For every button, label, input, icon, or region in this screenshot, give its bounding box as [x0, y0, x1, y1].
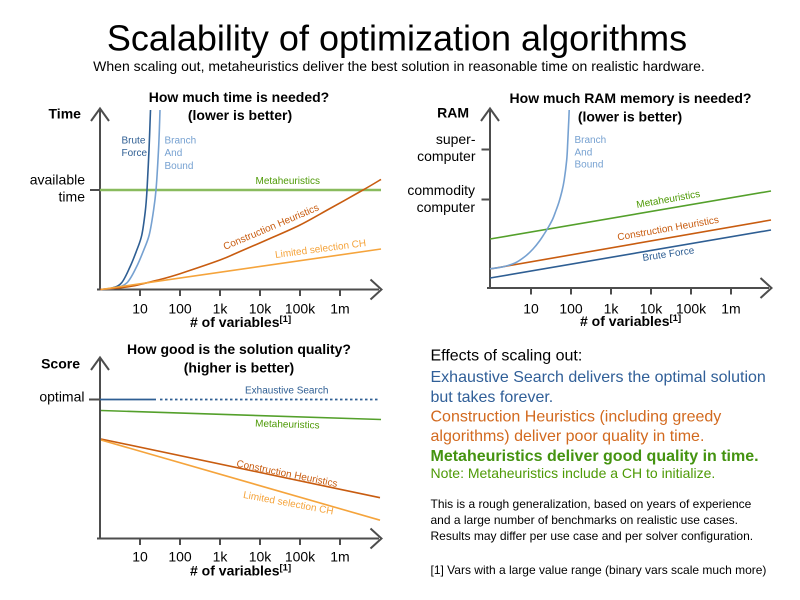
svg-text:And: And: [165, 148, 183, 159]
svg-text:10k: 10k: [249, 549, 273, 565]
svg-text:Note: Metaheuristics include a: Note: Metaheuristics include a CH to ini…: [431, 465, 716, 481]
svg-text:Construction Heuristics (inclu: Construction Heuristics (including greed…: [431, 409, 722, 426]
svg-text:10: 10: [132, 301, 148, 317]
svg-text:100k: 100k: [285, 301, 316, 317]
svg-text:Branch: Branch: [165, 136, 197, 147]
svg-text:algorithms) deliver poor quali: algorithms) deliver poor quality in time…: [431, 428, 705, 445]
svg-text:# of variables[1]: # of variables[1]: [190, 314, 291, 330]
svg-text:10k: 10k: [640, 300, 664, 316]
svg-text:Time: Time: [49, 106, 82, 122]
svg-text:(higher is better): (higher is better): [184, 360, 294, 376]
svg-text:Bound: Bound: [575, 160, 604, 171]
svg-text:super-: super-: [436, 131, 476, 147]
svg-text:1m: 1m: [330, 301, 349, 317]
svg-text:RAM: RAM: [437, 105, 469, 121]
svg-text:And: And: [575, 147, 593, 158]
svg-text:(lower is better): (lower is better): [188, 107, 292, 123]
svg-text:# of variables[1]: # of variables[1]: [190, 563, 291, 579]
svg-text:Force: Force: [122, 148, 148, 159]
svg-text:optimal: optimal: [39, 389, 84, 405]
svg-text:100: 100: [168, 549, 192, 565]
svg-text:Branch: Branch: [575, 135, 607, 146]
svg-text:Effects of scaling out:: Effects of scaling out:: [431, 348, 583, 365]
svg-text:computer: computer: [417, 148, 476, 164]
svg-text:Score: Score: [41, 356, 80, 372]
svg-text:Exhaustive Search delivers the: Exhaustive Search delivers the optimal s…: [431, 369, 766, 386]
svg-text:Scalability of optimization al: Scalability of optimization algorithms: [107, 18, 687, 59]
svg-text:Metaheuristics: Metaheuristics: [256, 176, 320, 187]
svg-text:[1] Vars with a large value ra: [1] Vars with a large value range (binar…: [431, 563, 767, 577]
svg-text:1m: 1m: [721, 300, 740, 316]
svg-text:How much RAM memory is needed?: How much RAM memory is needed?: [510, 90, 752, 106]
svg-text:1k: 1k: [604, 300, 620, 316]
svg-text:How good is the solution quali: How good is the solution quality?: [127, 341, 351, 357]
svg-text:available: available: [30, 172, 85, 188]
svg-text:but takes forever.: but takes forever.: [431, 389, 554, 406]
svg-text:100: 100: [168, 301, 192, 317]
svg-text:Metaheuristics: Metaheuristics: [255, 419, 320, 432]
svg-text:100k: 100k: [676, 300, 707, 316]
svg-text:Brute: Brute: [122, 135, 146, 146]
svg-text:Results may differ per use cas: Results may differ per use case and per …: [431, 529, 754, 543]
svg-text:Exhaustive Search: Exhaustive Search: [245, 386, 328, 397]
svg-text:10k: 10k: [249, 301, 273, 317]
svg-text:How much time is needed?: How much time is needed?: [149, 89, 329, 105]
svg-text:1m: 1m: [330, 549, 349, 565]
svg-text:commodity: commodity: [407, 182, 475, 198]
svg-text:1k: 1k: [213, 301, 229, 317]
svg-text:Bound: Bound: [165, 161, 194, 172]
svg-text:1k: 1k: [213, 549, 229, 565]
svg-text:# of variables[1]: # of variables[1]: [580, 313, 681, 329]
svg-text:(lower is better): (lower is better): [578, 109, 682, 125]
svg-text:and a large number of benchmar: and a large number of benchmarks on real…: [431, 513, 739, 527]
svg-text:This is a rough generalization: This is a rough generalization, based on…: [431, 497, 752, 511]
svg-text:time: time: [59, 189, 86, 205]
svg-text:100k: 100k: [285, 549, 316, 565]
svg-text:Metaheuristics deliver good qu: Metaheuristics deliver good quality in t…: [431, 448, 759, 465]
svg-text:10: 10: [523, 300, 539, 316]
svg-text:100: 100: [559, 300, 583, 316]
svg-text:10: 10: [132, 549, 148, 565]
svg-text:When scaling out, metaheuristi: When scaling out, metaheuristics deliver…: [93, 58, 705, 74]
svg-text:computer: computer: [417, 199, 476, 215]
